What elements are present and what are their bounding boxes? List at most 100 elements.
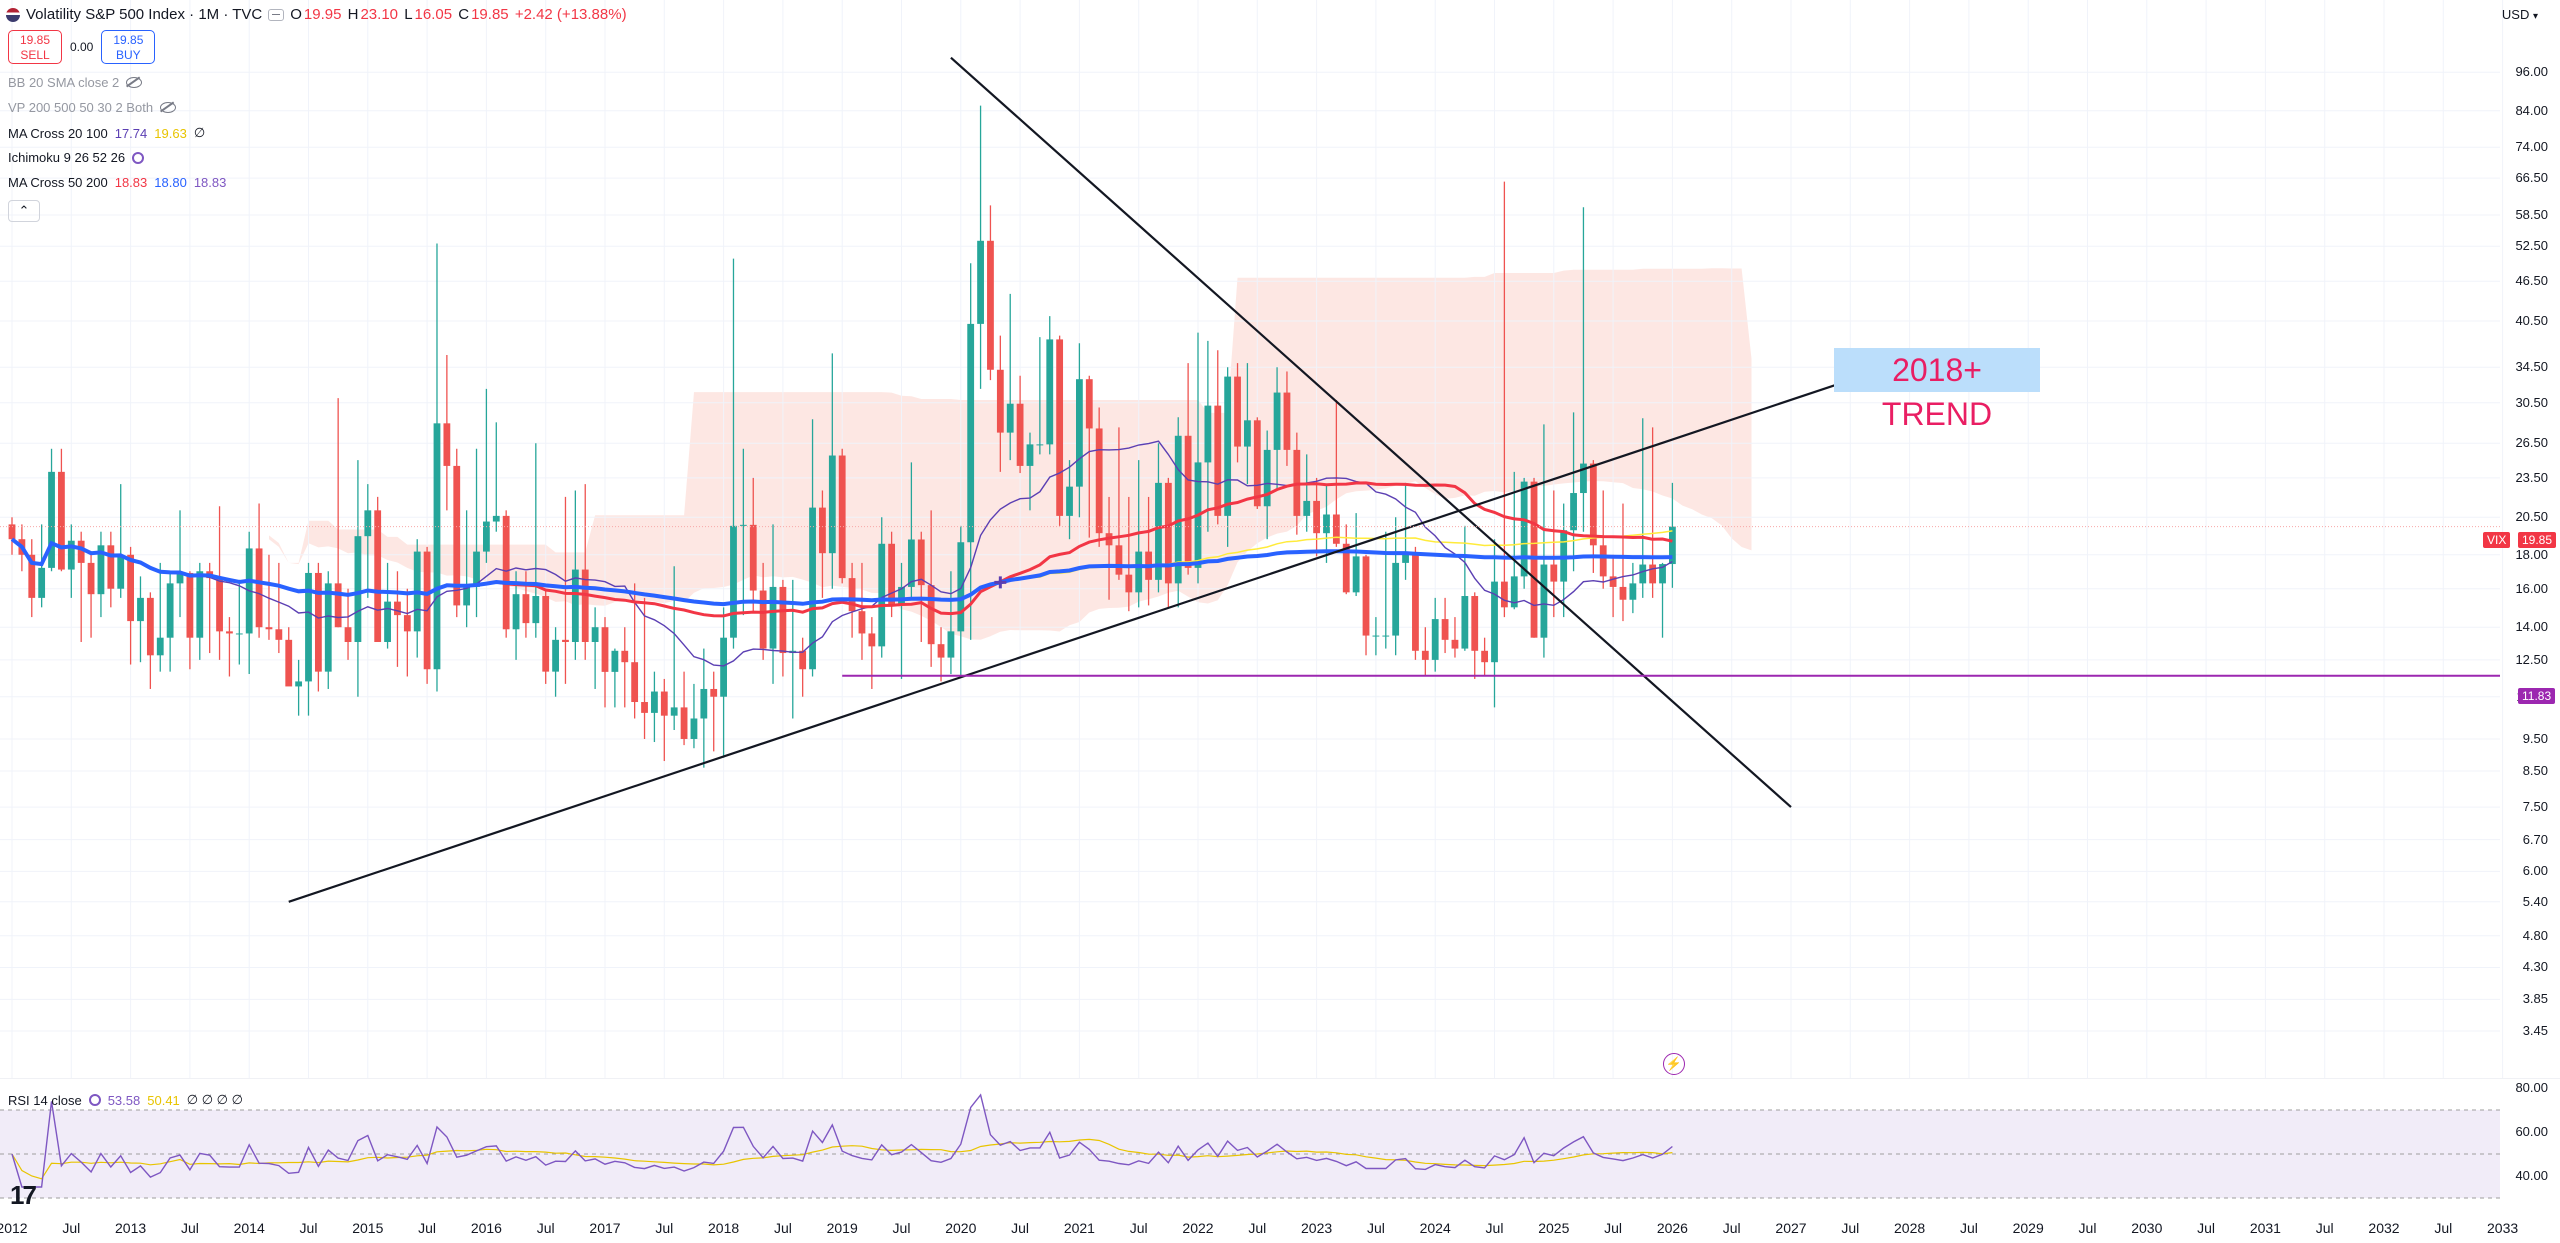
candle — [156, 637, 164, 656]
time-tick-label: 2022 — [1182, 1220, 1214, 1236]
time-tick-label: Jul — [2434, 1220, 2453, 1236]
ma-200-line — [10, 537, 1673, 607]
candle — [334, 583, 342, 628]
candle — [1550, 564, 1558, 582]
candle — [1599, 545, 1607, 577]
candle — [1332, 514, 1340, 544]
eye-hidden-icon[interactable] — [126, 77, 143, 88]
candle — [779, 586, 787, 654]
minimize-icon[interactable] — [268, 8, 285, 21]
time-tick-label: 2014 — [233, 1220, 265, 1236]
candle — [799, 650, 807, 670]
trend-lines[interactable] — [0, 56, 2500, 903]
candle — [690, 718, 698, 739]
time-tick-label: Jul — [62, 1220, 81, 1236]
candle — [937, 644, 945, 658]
candle — [591, 627, 599, 642]
legend-bb[interactable]: BB 20 SMA close 2 — [8, 75, 143, 90]
chevron-down-icon: ▾ — [2532, 11, 2538, 22]
candle — [1313, 500, 1320, 534]
collapse-legend-button[interactable]: ⌃ — [8, 200, 40, 222]
moving-averages — [10, 440, 1673, 667]
candle — [1362, 556, 1370, 636]
price-grid — [0, 0, 2504, 1078]
eye-hidden-icon[interactable] — [160, 102, 177, 113]
candle — [651, 691, 658, 713]
rsi-pane[interactable] — [0, 1078, 2560, 1208]
price-tick-label: 7.50 — [2522, 799, 2548, 815]
rsi-lines — [0, 1093, 2500, 1199]
settings-icon[interactable] — [88, 1094, 101, 1106]
candle — [1125, 574, 1133, 593]
rsi-legend[interactable]: RSI 14 close 53.58 50.41 ∅ ∅ ∅ ∅ — [8, 1092, 243, 1108]
candle — [305, 572, 312, 682]
candle — [38, 567, 46, 598]
candle — [1234, 376, 1241, 447]
time-tick-label: Jul — [1841, 1220, 1860, 1236]
legend-vp[interactable]: VP 200 500 50 30 2 Both — [8, 100, 177, 115]
time-tick-label: Jul — [2315, 1220, 2334, 1236]
candle — [977, 240, 984, 324]
buy-button[interactable]: 19.85 BUY — [101, 30, 156, 64]
candle — [1421, 650, 1429, 660]
time-tick-label: 2013 — [115, 1220, 147, 1236]
candle — [463, 586, 471, 606]
time-tick-label: 2029 — [2012, 1220, 2044, 1236]
candle — [492, 515, 500, 522]
candle — [1669, 526, 1676, 565]
sell-button[interactable]: 19.85 SELL — [8, 30, 62, 64]
candle — [314, 572, 322, 672]
candle — [1491, 581, 1498, 663]
spread-value: 0.00 — [70, 40, 94, 54]
legend-ma-cross-50-200[interactable]: MA Cross 50 200 18.83 18.80 18.83 — [8, 175, 227, 190]
symbol-title[interactable]: Volatility S&P 500 Index · 1M · TVC — [26, 6, 263, 23]
candle — [581, 569, 589, 642]
candle — [759, 590, 767, 649]
candle — [235, 633, 243, 635]
candle — [700, 688, 708, 719]
candle — [344, 627, 352, 642]
candle — [1342, 543, 1350, 593]
price-tick-label: 26.50 — [2515, 435, 2548, 451]
currency-selector[interactable]: USD ▾ — [2501, 7, 2538, 22]
price-chart[interactable] — [0, 0, 2560, 1078]
trend-line — [950, 56, 1792, 808]
candle — [1372, 635, 1380, 637]
candle — [631, 662, 639, 703]
trend-label[interactable]: 2018+ TREND — [1834, 348, 2040, 432]
settings-icon[interactable] — [132, 151, 145, 164]
time-tick-label: Jul — [773, 1220, 792, 1236]
price-tick-label: 3.45 — [2522, 1022, 2548, 1038]
candle — [819, 507, 826, 554]
candle — [107, 545, 115, 589]
candle — [1244, 420, 1251, 447]
candle — [473, 551, 480, 587]
candle — [1441, 619, 1449, 640]
time-tick-label: Jul — [1011, 1220, 1030, 1236]
candle — [483, 521, 490, 552]
time-tick-label: 2031 — [2249, 1220, 2281, 1236]
candle — [1303, 500, 1311, 516]
price-tick-label: 74.00 — [2515, 139, 2548, 155]
time-tick-label: 2025 — [1538, 1220, 1570, 1236]
candle — [542, 596, 550, 672]
candle — [1510, 576, 1518, 608]
candle — [967, 323, 975, 543]
candle — [749, 524, 757, 591]
price-tick-label: 84.00 — [2515, 102, 2548, 118]
legend-ichimoku[interactable]: Ichimoku 9 26 52 26 — [8, 150, 145, 165]
time-tick-label: 2030 — [2131, 1220, 2163, 1236]
candle — [828, 455, 836, 554]
price-tick-label: 16.00 — [2515, 580, 2548, 596]
candle — [562, 639, 569, 642]
candle — [730, 525, 737, 638]
candle — [947, 631, 955, 658]
candle — [1095, 428, 1103, 534]
time-tick-label: 2015 — [352, 1220, 384, 1236]
candle — [186, 572, 194, 638]
lightning-icon[interactable]: ⚡ — [1663, 1053, 1685, 1075]
candle — [1540, 564, 1548, 638]
legend-ma-cross-20-100[interactable]: MA Cross 20 100 17.74 19.63 ∅ — [8, 125, 206, 141]
candle — [1066, 486, 1073, 516]
candle — [67, 540, 75, 570]
